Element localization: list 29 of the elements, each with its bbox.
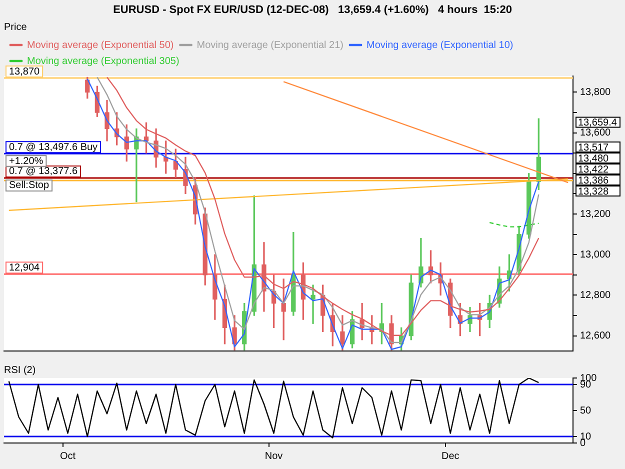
x-tick-label: Dec xyxy=(441,450,460,462)
x-tick-label: Nov xyxy=(264,450,283,462)
chart-title: EURUSD - Spot FX EUR/USD (12-DEC-08) 13,659.4 (+1.60%) 4 hours 15:20 xyxy=(112,3,513,18)
legend-label: Moving average (Exponential 10) xyxy=(366,40,514,51)
legend-label: Moving average (Exponential 21) xyxy=(196,40,344,51)
text: 13,422 xyxy=(578,164,610,176)
annotation: Sell:Stop xyxy=(9,180,50,192)
legend-label: Moving average (Exponential 305) xyxy=(27,56,180,67)
text: 13,480 xyxy=(578,153,610,164)
annotation: +1.20% xyxy=(9,156,44,167)
y-tick-label: 50 xyxy=(580,405,592,416)
x-tick-label: Oct xyxy=(60,450,76,462)
text: 13,659.4 xyxy=(578,118,618,128)
chart-title: RSI (2) xyxy=(4,364,36,376)
ref-line-label: 0.7 @ 13,497.6 Buy xyxy=(9,142,98,153)
ref-line-label: 12,904 xyxy=(9,262,40,274)
ref-line-label: 13,870 xyxy=(9,66,40,78)
y-tick-label: 12,800 xyxy=(580,290,612,301)
y-tick-label: 13,200 xyxy=(580,208,612,220)
legend-title: Price xyxy=(4,22,28,33)
text: 13,517 xyxy=(578,142,610,154)
y-tick-label: 12,600 xyxy=(580,330,612,342)
y-tick-label: 13,800 xyxy=(580,86,612,98)
text: 13,386 xyxy=(578,175,610,186)
ref-line-label: 0.7 @ 13,377.6 xyxy=(9,166,78,178)
text: 13,328 xyxy=(578,186,610,198)
y-tick-label: 13,000 xyxy=(580,249,612,260)
y-tick-label: 13,600 xyxy=(580,128,612,139)
legend-label: Moving average (Exponential 50) xyxy=(27,40,174,51)
